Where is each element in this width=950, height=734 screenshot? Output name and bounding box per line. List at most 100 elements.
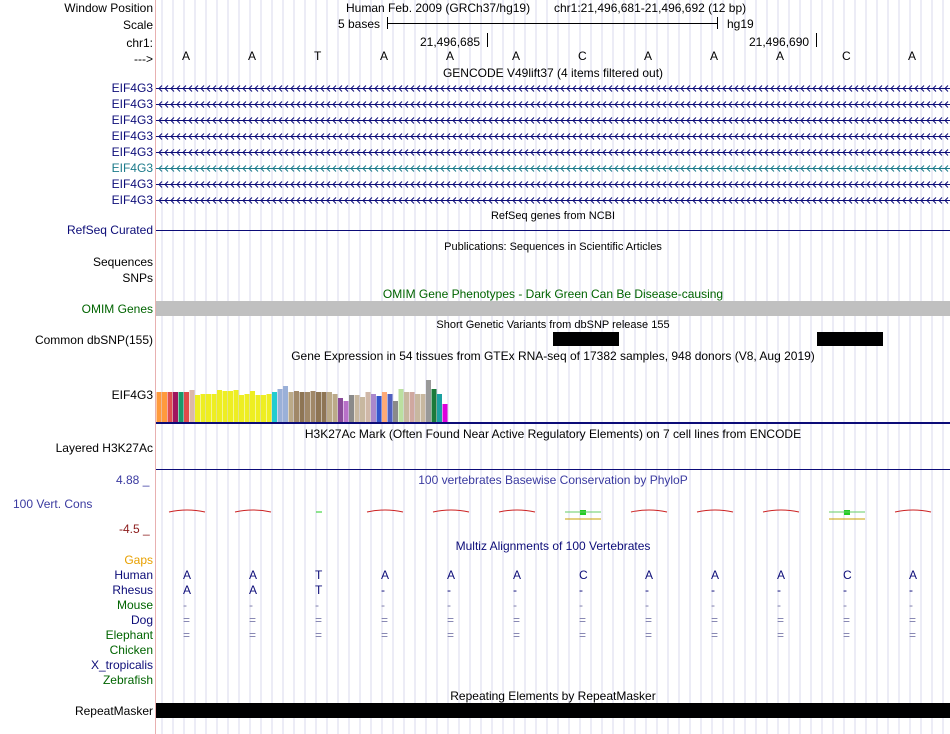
gencode-transcript-label[interactable]: EIF4G3 <box>111 113 153 127</box>
phylop-title[interactable]: 100 vertebrates Basewise Conservation by… <box>418 473 688 487</box>
gencode-transcript[interactable] <box>156 98 950 110</box>
multiz-species-label[interactable]: X_tropicalis <box>90 658 153 672</box>
strand-chevron-icon <box>512 101 517 108</box>
strand-chevron-icon <box>524 133 529 140</box>
phylop-graph[interactable] <box>156 500 950 528</box>
gtex-bar-chart[interactable] <box>156 362 950 424</box>
gencode-transcript-label[interactable]: EIF4G3 <box>111 145 153 159</box>
strand-chevron-icon <box>170 181 175 188</box>
strand-chevron-icon <box>380 133 385 140</box>
strand-chevron-icon <box>176 181 181 188</box>
gencode-transcript[interactable] <box>156 194 950 206</box>
multiz-species-label[interactable]: Human <box>114 568 153 582</box>
strand-chevron-icon <box>206 197 211 204</box>
refseq-title[interactable]: RefSeq genes from NCBI <box>490 210 616 222</box>
gencode-transcript-label[interactable]: EIF4G3 <box>111 193 153 207</box>
strand-chevron-icon <box>410 165 415 172</box>
gencode-transcript[interactable] <box>156 178 950 190</box>
dbsnp-variant[interactable] <box>817 332 883 346</box>
h3k27ac-label[interactable]: Layered H3K27Ac <box>55 441 153 455</box>
pubs-snps-label[interactable]: SNPs <box>122 271 153 285</box>
strand-chevron-icon <box>194 149 199 156</box>
strand-chevron-icon <box>278 133 283 140</box>
phylop-label[interactable]: 100 Vert. Cons <box>13 497 93 511</box>
dbsnp-variant[interactable] <box>553 332 619 346</box>
strand-chevron-icon <box>890 133 895 140</box>
dbsnp-label[interactable]: Common dbSNP(155) <box>34 333 153 347</box>
multiz-species-label[interactable]: Mouse <box>116 598 153 612</box>
strand-chevron-icon <box>314 181 319 188</box>
gencode-transcript[interactable] <box>156 114 950 126</box>
strand-chevron-icon <box>248 85 253 92</box>
strand-chevron-icon <box>944 197 949 204</box>
strand-chevron-icon <box>290 85 295 92</box>
strand-chevron-icon <box>320 85 325 92</box>
multiz-species-label[interactable]: Zebrafish <box>102 673 153 687</box>
omim-bar[interactable] <box>156 301 950 316</box>
strand-chevron-icon <box>902 85 907 92</box>
gencode-transcript[interactable] <box>156 162 950 174</box>
strand-chevron-icon <box>764 165 769 172</box>
strand-chevron-icon <box>458 165 463 172</box>
pubs-title[interactable]: Publications: Sequences in Scientific Ar… <box>444 241 662 253</box>
position-readout[interactable]: chr1:21,496,681-21,496,692 (12 bp) <box>554 1 747 15</box>
multiz-base: - <box>777 583 781 597</box>
multiz-species-label[interactable]: Elephant <box>105 628 153 642</box>
phylop-score-arc <box>762 509 800 513</box>
multiz-base: - <box>777 598 781 612</box>
strand-chevron-icon <box>488 149 493 156</box>
strand-chevron-icon <box>578 181 583 188</box>
strand-chevron-icon <box>218 165 223 172</box>
gtex-label[interactable]: EIF4G3 <box>111 388 153 402</box>
repeatmasker-bar[interactable] <box>156 703 950 718</box>
multiz-species-label[interactable]: Rhesus <box>112 583 153 597</box>
gencode-transcript-label[interactable]: EIF4G3 <box>111 97 153 111</box>
strand-chevron-icon <box>236 197 241 204</box>
strand-chevron-icon <box>320 117 325 124</box>
strand-chevron-icon <box>668 85 673 92</box>
gtex-tissue-bar <box>239 395 244 422</box>
multiz-species-label[interactable]: Dog <box>130 613 153 627</box>
gtex-tissue-bar <box>288 392 294 422</box>
gtex-tissue-bar <box>206 394 211 422</box>
multiz-title[interactable]: Multiz Alignments of 100 Vertebrates <box>455 539 651 553</box>
strand-chevron-icon <box>902 133 907 140</box>
gencode-transcript[interactable] <box>156 82 950 94</box>
strand-chevron-icon <box>770 85 775 92</box>
strand-chevron-icon <box>284 149 289 156</box>
multiz-species-label[interactable]: Chicken <box>109 643 153 657</box>
strand-chevron-icon <box>416 117 421 124</box>
strand-chevron-icon <box>386 181 391 188</box>
gencode-transcript-label[interactable]: EIF4G3 <box>111 129 153 143</box>
refseq-label[interactable]: RefSeq Curated <box>66 223 153 237</box>
gencode-transcript-label[interactable]: EIF4G3 <box>111 161 153 175</box>
omim-label[interactable]: OMIM Genes <box>81 302 153 316</box>
strand-chevron-icon <box>506 165 511 172</box>
gencode-title[interactable]: GENCODE V49lift37 (4 items filtered out) <box>442 66 664 80</box>
strand-chevron-icon <box>518 85 523 92</box>
gencode-transcript[interactable] <box>156 130 950 142</box>
dbsnp-title[interactable]: Short Genetic Variants from dbSNP releas… <box>436 319 670 331</box>
multiz-gaps-label[interactable]: Gaps <box>124 553 153 567</box>
gtex-title[interactable]: Gene Expression in 54 tissues from GTEx … <box>291 349 815 363</box>
strand-chevron-icon <box>770 101 775 108</box>
gencode-transcript-label[interactable]: EIF4G3 <box>111 177 153 191</box>
strand-chevron-icon <box>608 165 613 172</box>
pubs-sequences-label[interactable]: Sequences <box>92 255 153 269</box>
strand-chevron-icon <box>806 149 811 156</box>
strand-chevron-icon <box>512 181 517 188</box>
repeatmasker-label[interactable]: RepeatMasker <box>74 704 153 718</box>
strand-chevron-icon <box>356 101 361 108</box>
gencode-transcript[interactable] <box>156 146 950 158</box>
strand-chevron-icon <box>350 101 355 108</box>
gencode-transcript-label[interactable]: EIF4G3 <box>111 81 153 95</box>
strand-chevron-icon <box>932 197 937 204</box>
strand-chevron-icon <box>626 165 631 172</box>
repeatmasker-title[interactable]: Repeating Elements by RepeatMasker <box>450 689 656 703</box>
gtex-tissue-bar <box>184 392 189 422</box>
strand-chevron-icon <box>590 165 595 172</box>
h3k27ac-title[interactable]: H3K27Ac Mark (Often Found Near Active Re… <box>304 427 802 441</box>
strand-chevron-icon <box>194 181 199 188</box>
strand-chevron-icon <box>842 181 847 188</box>
omim-title[interactable]: OMIM Gene Phenotypes - Dark Green Can Be… <box>382 287 724 301</box>
